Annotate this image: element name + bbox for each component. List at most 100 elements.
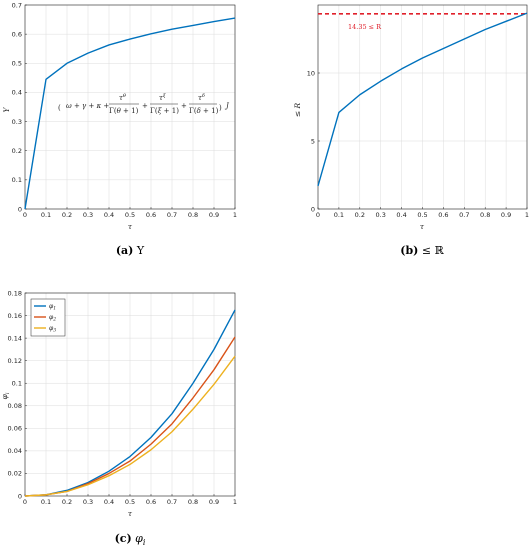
panel-a-x-tick-label: 0.4 (104, 211, 114, 219)
panel-a-x-tick-label: 0.3 (83, 211, 93, 219)
panel-c-y-tick-label: 0.14 (8, 334, 22, 342)
panel-c-y-tick-label: 0.06 (8, 425, 22, 433)
panel-c-x-tick-label: 0.3 (83, 498, 93, 506)
panel-c-x-tick-label: 0.5 (125, 498, 135, 506)
svg-text:J: J (224, 102, 230, 110)
svg-text:): ) (219, 104, 222, 112)
panel-b-x-tick-label: 0.6 (438, 211, 448, 219)
panel-c-legend-label: φ3 (49, 325, 56, 334)
panel-b-reference-label: 14.35 ≤ R (348, 23, 382, 31)
panel-c-legend-label: φ2 (49, 314, 56, 323)
panel-a-y-tick-label: 0.5 (12, 60, 22, 68)
svg-text:τθ: τθ (119, 93, 126, 102)
panel-c-x-label: τ (128, 509, 133, 518)
panel-a-x-tick-label: 0.1 (41, 211, 51, 219)
panel-a-series (24, 17, 236, 210)
panel-b-x-tick-label: 1 (525, 211, 529, 219)
panel-a-y-label: Υ (2, 106, 11, 112)
panel-b-x-tick-label: 0.4 (396, 211, 406, 219)
panel-c-chart: 0 0.1 0.2 0.3 0.4 0.5 0.6 0.7 0.8 0.9 1 00.020.040… (0, 289, 237, 547)
panel-b-y-tick-label: 5 (311, 137, 315, 145)
panel-c-x-tick-label: 0.4 (104, 498, 114, 506)
panel-c-y-tick-label: 0.1 (12, 380, 22, 388)
panel-c-y-label: φi (0, 392, 11, 399)
panel-a-x-tick-label: 0.6 (146, 211, 156, 219)
panel-c-legend-label: φ1 (49, 303, 56, 312)
svg-text:Γ(ξ + 1): Γ(ξ + 1) (150, 107, 179, 115)
panel-b-caption: (b) ≤ ℝ (400, 244, 444, 257)
panel-a-x-tick-label: 0.5 (125, 211, 135, 219)
panel-c-series-line-3 (24, 355, 236, 497)
panel-a-equation-annotation: ( ω + γ + κ + τθ Γ(θ + 1) + τξ Γ(ξ + 1) … (58, 93, 230, 115)
panel-b-x-tick-label: 0.7 (459, 211, 469, 219)
panel-b-x-tick-label: 0 (316, 211, 320, 219)
panel-a-y-tick-label: 0.3 (12, 118, 22, 126)
panel-a-y-tick-label: 0 (18, 205, 22, 213)
panel-a-x-tick-label: 0.8 (188, 211, 198, 219)
panel-b-y-tick-label: 0 (311, 205, 315, 213)
svg-text:Γ(δ + 1): Γ(δ + 1) (189, 107, 219, 115)
panel-c-x-tick-label: 0.1 (41, 498, 51, 506)
panel-a-caption: (a) Υ (116, 244, 145, 257)
panel-c-legend: φ1 φ2 φ3 (30, 298, 66, 337)
panel-a-x-ticks: 0 0.1 0.2 0.3 0.4 0.5 0.6 0.7 0.8 0.9 1 (23, 207, 237, 219)
svg-text:+: + (142, 102, 148, 110)
panel-a-x-label: τ (128, 222, 133, 231)
panel-b-series-line-1 (317, 12, 528, 187)
panel-a-x-tick-label: 0.2 (62, 211, 72, 219)
svg-text:Γ(θ + 1): Γ(θ + 1) (109, 107, 139, 115)
panel-c-series-line-1 (24, 309, 236, 497)
panel-b-x-ticks: 0 0.1 0.2 0.3 0.4 0.5 0.6 0.7 0.8 0.9 1 (316, 207, 529, 219)
panel-b-x-tick-label: 0.9 (501, 211, 511, 219)
panel-a-y-tick-label: 0.2 (12, 147, 22, 155)
svg-text:τξ: τξ (159, 93, 166, 102)
panel-c-y-tick-label: 0.04 (8, 447, 22, 455)
svg-text:τδ: τδ (198, 93, 205, 102)
panel-c-y-ticks: 0 0.02 0.04 0.06 0.08 0.1 0.12 0.14 0.16 0.18 (8, 289, 27, 500)
panel-a-y-ticks: 0 0.1 0.2 0.3 0.4 0.5 0.6 0.7 (12, 1, 27, 213)
panel-c-x-tick-label: 0.7 (167, 498, 177, 506)
panel-b-series (317, 12, 528, 187)
panel-c-x-tick-label: 0.6 (146, 498, 156, 506)
panel-c-x-tick-label: 0 (23, 498, 27, 506)
panel-b-x-tick-label: 0.8 (480, 211, 490, 219)
panel-b-chart: 0 0.1 0.2 0.3 0.4 0.5 0.6 0.7 0.8 0.9 1 0 5 10 14.35… (293, 4, 529, 257)
panel-c-y-tick-label: 0.02 (8, 470, 22, 478)
panel-b-y-label: ≤ R (293, 102, 302, 117)
panel-c-y-tick-label: 0.16 (8, 312, 22, 320)
panel-c-x-tick-label: 1 (233, 498, 237, 506)
panel-c-series (24, 309, 236, 497)
panel-b-x-tick-label: 0.2 (355, 211, 365, 219)
panel-a-y-tick-label: 0.6 (12, 30, 22, 38)
svg-text:ω + γ + κ +: ω + γ + κ + (66, 102, 109, 110)
panel-c-caption: (c) φi (115, 532, 146, 547)
panel-c-legend-box (30, 298, 66, 337)
panel-c-y-tick-label: 0 (18, 492, 22, 500)
panel-b-x-label: τ (420, 222, 425, 231)
svg-text:(: ( (58, 104, 61, 112)
panel-a-y-tick-label: 0.4 (12, 89, 22, 97)
panel-a-y-tick-label: 0.1 (12, 176, 22, 184)
panel-a-y-tick-label: 0.7 (12, 1, 22, 9)
panel-c-y-tick-label: 0.08 (8, 402, 22, 410)
panel-c-x-ticks: 0 0.1 0.2 0.3 0.4 0.5 0.6 0.7 0.8 0.9 1 (23, 494, 237, 506)
svg-text:+: + (181, 102, 187, 110)
panel-a-x-tick-label: 0 (23, 211, 27, 219)
panel-b-x-tick-label: 0.5 (417, 211, 427, 219)
panel-b-grid (317, 5, 528, 210)
panel-c-x-tick-label: 0.2 (62, 498, 72, 506)
panel-b-x-tick-label: 0.1 (334, 211, 344, 219)
panel-c-y-tick-label: 0.18 (8, 289, 22, 297)
panel-b-x-tick-label: 0.3 (376, 211, 386, 219)
panel-c-x-tick-label: 0.8 (188, 498, 198, 506)
panel-a-x-tick-label: 0.7 (167, 211, 177, 219)
panel-a-chart: 0 0.1 0.2 0.3 0.4 0.5 0.6 0.7 0.8 0.9 1 0 0.1 0.2 0.3… (2, 1, 237, 257)
panel-b-y-ticks: 0 5 10 (307, 69, 320, 213)
panel-a-series-line-1 (24, 17, 236, 210)
panel-a-x-tick-label: 0.9 (209, 211, 219, 219)
panel-c-x-tick-label: 0.9 (209, 498, 219, 506)
panel-c-y-tick-label: 0.12 (8, 357, 22, 365)
panel-b-y-tick-label: 10 (307, 69, 315, 77)
panel-a-x-tick-label: 1 (233, 211, 237, 219)
